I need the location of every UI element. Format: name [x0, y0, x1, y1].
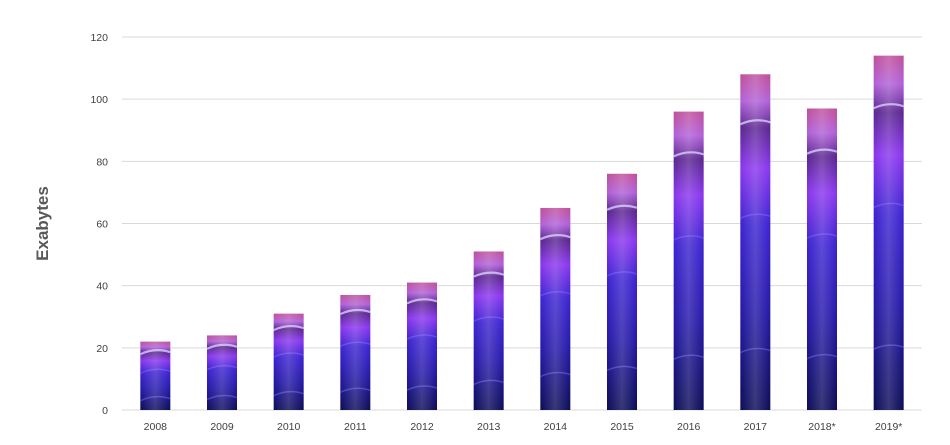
bar-sheen — [740, 74, 771, 411]
y-tick-label: 100 — [90, 94, 108, 106]
x-axis-ticks: 2008 2009 2010 2011 2012 2013 2014 2015 2016 2017… — [144, 421, 903, 433]
y-tick-label: 60 — [96, 219, 108, 231]
y-tick-label: 20 — [96, 343, 108, 355]
bar-sheen — [273, 313, 304, 410]
y-axis-title: Exabytes — [33, 186, 52, 261]
bar-2017 — [739, 74, 771, 411]
x-tick-label: 2008 — [144, 421, 168, 433]
x-tick-label: 2017 — [744, 421, 768, 433]
bar-2018* — [806, 108, 838, 410]
bar-sheen — [407, 282, 437, 410]
bar-2008 — [139, 341, 171, 410]
bars — [139, 55, 905, 411]
y-tick-label: 40 — [96, 281, 108, 293]
x-tick-label: 2015 — [610, 421, 634, 433]
x-tick-label: 2013 — [477, 421, 501, 433]
x-tick-label: 2009 — [210, 421, 234, 433]
bar-2010 — [273, 313, 305, 410]
bar-2015 — [606, 173, 638, 410]
bar-2019* — [873, 55, 905, 411]
bar-sheen — [873, 55, 904, 411]
x-tick-label: 2016 — [677, 421, 701, 433]
x-tick-label: 2019* — [875, 421, 902, 433]
gridlines — [122, 36, 922, 411]
x-tick-label: 2011 — [344, 421, 367, 433]
bar-2012 — [406, 282, 438, 410]
y-tick-label: 80 — [96, 156, 108, 168]
bar-2013 — [473, 251, 505, 410]
bar-sheen — [673, 111, 704, 410]
y-axis-ticks: 0 20 40 60 80 100 120 — [90, 32, 108, 417]
y-tick-label: 120 — [90, 32, 108, 44]
bar-2014 — [539, 207, 571, 410]
x-tick-label: 2014 — [544, 421, 568, 433]
bar-sheen — [807, 108, 837, 410]
x-tick-label: 2012 — [410, 421, 434, 433]
bar-sheen — [540, 207, 571, 410]
bar-2009 — [206, 335, 238, 410]
bar-2016 — [673, 111, 705, 410]
y-tick-label: 0 — [102, 405, 108, 417]
x-tick-label: 2010 — [277, 421, 301, 433]
bar-sheen — [340, 294, 371, 410]
bar-sheen — [207, 335, 237, 410]
bar-sheen — [140, 341, 171, 410]
x-tick-label: 2018* — [808, 421, 835, 433]
bar-sheen — [473, 251, 504, 410]
bar-2011 — [339, 294, 371, 410]
bar-sheen — [607, 173, 637, 410]
